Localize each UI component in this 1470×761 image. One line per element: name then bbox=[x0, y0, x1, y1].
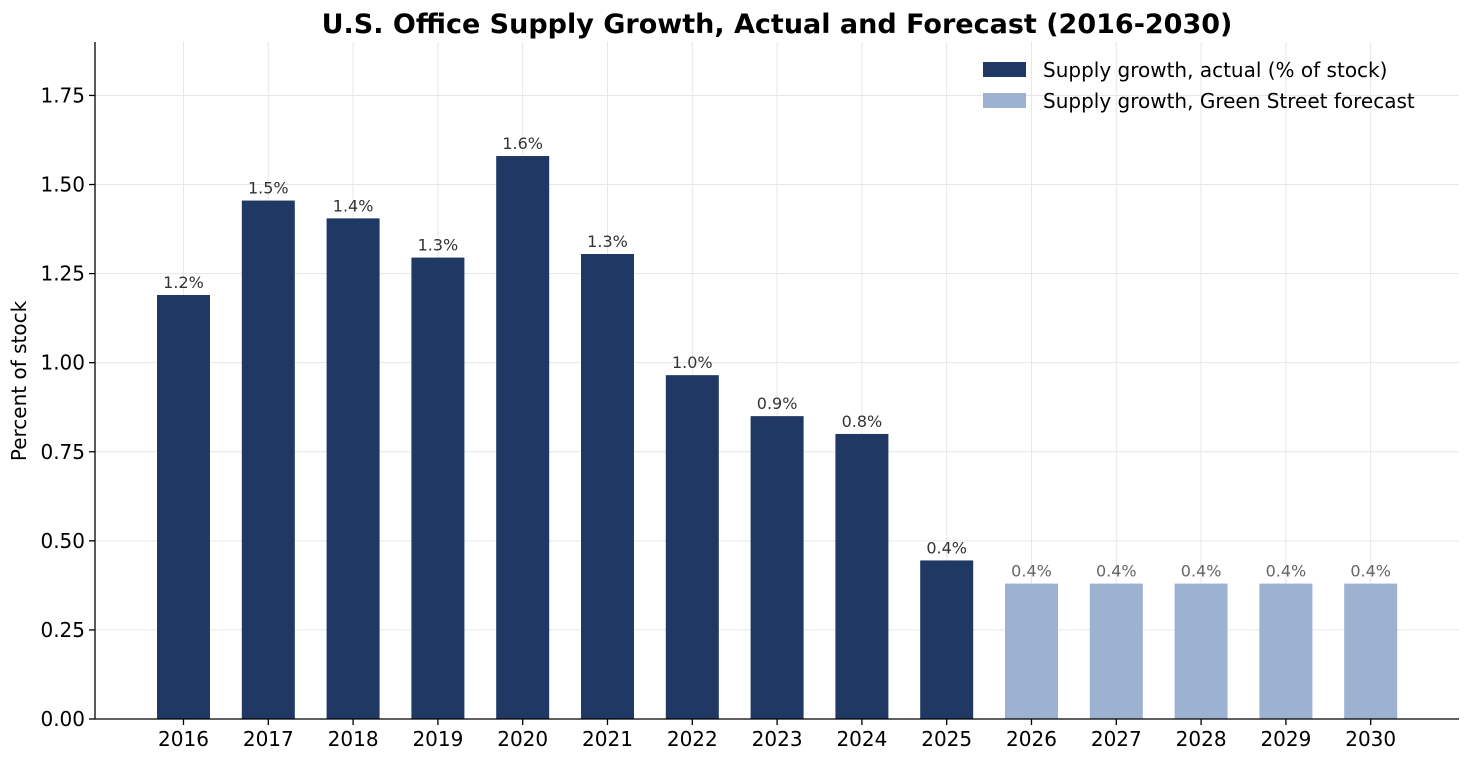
x-tick-label: 2026 bbox=[1006, 727, 1057, 751]
y-tick-label: 1.25 bbox=[40, 262, 85, 286]
bar-2018 bbox=[326, 218, 380, 719]
x-tick-label: 2025 bbox=[921, 727, 972, 751]
legend-label: Supply growth, Green Street forecast bbox=[1043, 89, 1415, 113]
bar-2030 bbox=[1344, 583, 1398, 719]
y-tick-label: 1.50 bbox=[40, 173, 85, 197]
y-tick-label: 0.25 bbox=[40, 618, 85, 642]
data-label-2027: 0.4% bbox=[1096, 562, 1137, 581]
data-label-2024: 0.8% bbox=[842, 412, 883, 431]
legend-swatch bbox=[983, 93, 1026, 108]
data-label-2028: 0.4% bbox=[1181, 562, 1222, 581]
data-label-2030: 0.4% bbox=[1350, 562, 1391, 581]
x-tick-label: 2024 bbox=[836, 727, 887, 751]
data-label-2026: 0.4% bbox=[1011, 562, 1052, 581]
x-tick-label: 2016 bbox=[158, 727, 209, 751]
y-tick-label: 1.00 bbox=[40, 351, 85, 375]
x-tick-label: 2018 bbox=[328, 727, 379, 751]
legend-swatch bbox=[983, 62, 1026, 77]
bar-2028 bbox=[1174, 583, 1228, 719]
y-tick-label: 0.00 bbox=[40, 707, 85, 731]
bar-2029 bbox=[1259, 583, 1313, 719]
x-tick-label: 2029 bbox=[1260, 727, 1311, 751]
x-tick-label: 2020 bbox=[497, 727, 548, 751]
x-tick-label: 2022 bbox=[667, 727, 718, 751]
data-label-2019: 1.3% bbox=[418, 236, 459, 255]
data-label-2020: 1.6% bbox=[502, 134, 543, 153]
bar-2024 bbox=[835, 433, 889, 719]
data-label-2017: 1.5% bbox=[248, 179, 289, 198]
bar-2021 bbox=[581, 254, 634, 720]
bars bbox=[157, 156, 1398, 720]
data-label-2022: 1.0% bbox=[672, 353, 713, 372]
y-tick-label: 0.50 bbox=[40, 529, 85, 553]
x-tick-label: 2019 bbox=[412, 727, 463, 751]
data-label-2023: 0.9% bbox=[757, 394, 798, 413]
bar-2027 bbox=[1089, 583, 1143, 719]
x-tick-label: 2030 bbox=[1345, 727, 1396, 751]
data-label-2021: 1.3% bbox=[587, 232, 628, 251]
bar-2017 bbox=[241, 200, 295, 719]
bar-2019 bbox=[411, 257, 465, 719]
y-axis-label: Percent of stock bbox=[7, 300, 31, 461]
x-tick-label: 2023 bbox=[752, 727, 803, 751]
bar-2020 bbox=[496, 156, 550, 719]
bar-2023 bbox=[750, 416, 804, 719]
chart-title: U.S. Office Supply Growth, Actual and Fo… bbox=[322, 9, 1233, 40]
axes: 0.00 0.25 0.50 0.75 1.00 1.25 1.50 1.75 2016 2017… bbox=[40, 42, 1459, 751]
bar-2026 bbox=[1005, 583, 1058, 719]
data-labels: 1.2% 1.5% 1.4% 1.3% 1.6% 1.3% 1.0% 0.9% 0.8% 0.4%… bbox=[163, 134, 1391, 581]
bar-2022 bbox=[665, 375, 719, 719]
y-tick-label: 1.75 bbox=[40, 83, 85, 107]
x-tick-label: 2028 bbox=[1176, 727, 1227, 751]
x-tick-label: 2027 bbox=[1091, 727, 1142, 751]
bar-2025 bbox=[920, 560, 974, 719]
y-tick-label: 0.75 bbox=[40, 440, 85, 464]
legend-label: Supply growth, actual (% of stock) bbox=[1043, 58, 1387, 82]
bar-2016 bbox=[157, 294, 210, 719]
data-label-2018: 1.4% bbox=[333, 196, 374, 215]
legend: Supply growth, actual (% of stock) Supply… bbox=[983, 58, 1415, 113]
data-label-2029: 0.4% bbox=[1266, 562, 1307, 581]
x-tick-label: 2017 bbox=[243, 727, 294, 751]
x-tick-label: 2021 bbox=[582, 727, 633, 751]
data-label-2016: 1.2% bbox=[163, 273, 204, 292]
data-label-2025: 0.4% bbox=[926, 538, 967, 557]
